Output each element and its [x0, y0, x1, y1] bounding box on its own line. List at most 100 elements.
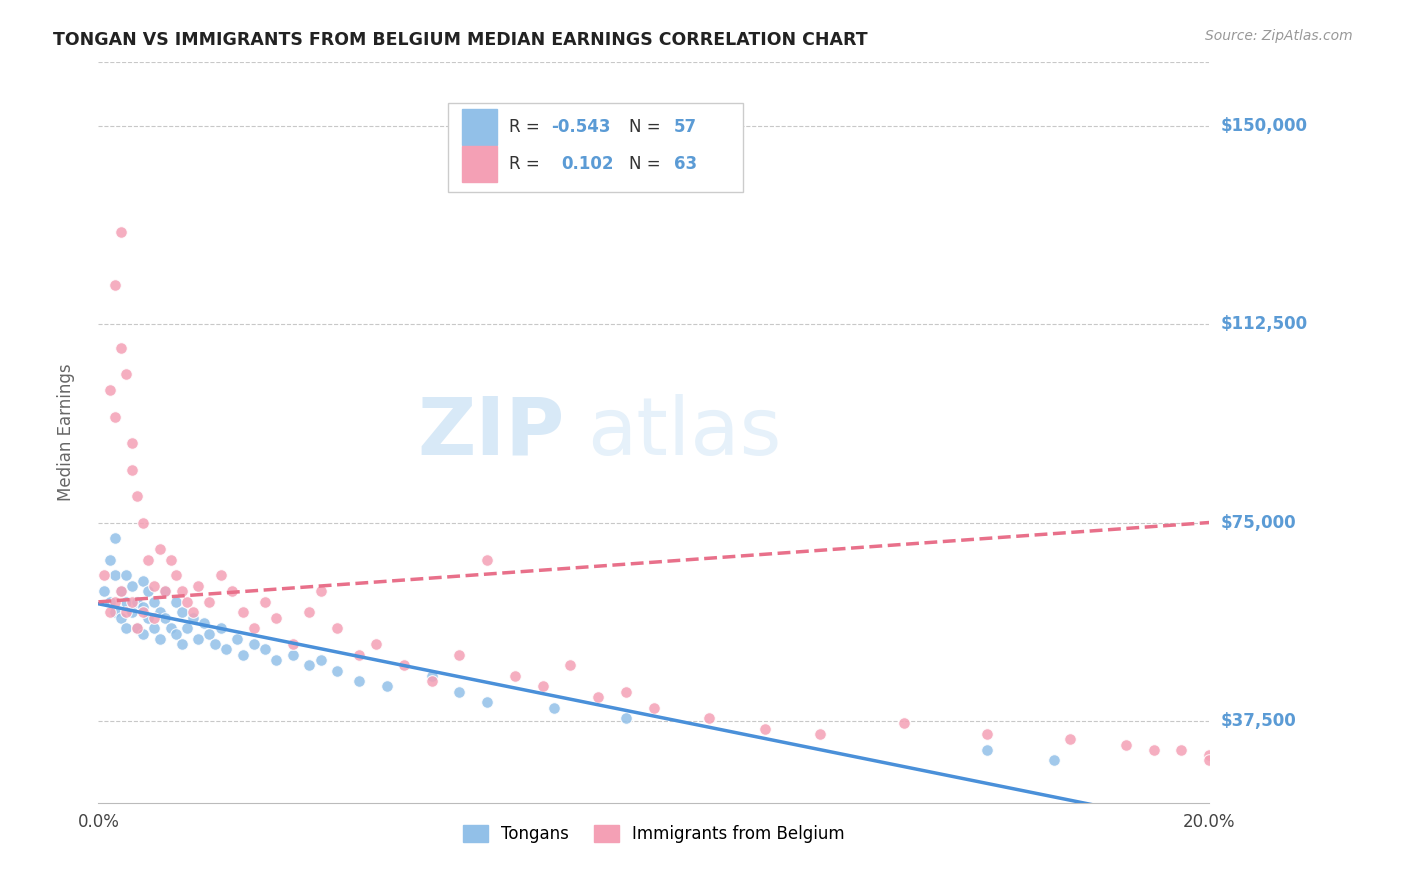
Point [153, 584, 176, 599]
Point [543, 700, 565, 714]
Bar [461, 109, 498, 145]
Point [127, 489, 149, 503]
Point [138, 552, 160, 566]
Point [264, 611, 287, 625]
Point [366, 637, 388, 651]
Point [193, 615, 215, 630]
Point [121, 606, 143, 620]
Point [115, 568, 138, 582]
Point [349, 674, 371, 689]
Point [560, 658, 582, 673]
Point [148, 541, 170, 556]
Point [281, 648, 304, 662]
Point [232, 606, 254, 620]
Point [104, 595, 127, 609]
Point [1198, 748, 1220, 763]
Point [614, 685, 637, 699]
Point [326, 664, 349, 678]
Text: $112,500: $112,500 [1220, 315, 1308, 334]
Point [121, 579, 143, 593]
Point [209, 621, 232, 635]
Point [165, 626, 187, 640]
Point [132, 600, 155, 615]
Point [143, 611, 166, 625]
Point [148, 606, 170, 620]
Point [127, 595, 149, 609]
Point [115, 595, 138, 609]
Point [243, 637, 266, 651]
Point [264, 653, 287, 667]
Point [475, 552, 499, 566]
Text: R =: R = [509, 118, 546, 136]
Point [643, 700, 665, 714]
Point [148, 632, 170, 646]
Point [1115, 738, 1137, 752]
Point [326, 621, 349, 635]
Text: atlas: atlas [588, 393, 782, 472]
Text: N =: N = [630, 155, 666, 173]
Point [98, 552, 121, 566]
Point [104, 532, 127, 546]
Point [1042, 754, 1064, 768]
Point [132, 574, 155, 588]
Point [121, 462, 143, 476]
Point [298, 658, 321, 673]
Point [181, 606, 204, 620]
Text: N =: N = [630, 118, 666, 136]
Text: ZIP: ZIP [418, 393, 565, 472]
Point [754, 722, 776, 736]
Point [1143, 743, 1166, 757]
Point [110, 611, 132, 625]
Point [215, 642, 238, 657]
Text: $75,000: $75,000 [1220, 514, 1296, 532]
Point [1170, 743, 1192, 757]
Y-axis label: Median Earnings: Median Earnings [56, 364, 75, 501]
Text: $150,000: $150,000 [1220, 117, 1308, 135]
Text: 63: 63 [673, 155, 697, 173]
Point [176, 621, 198, 635]
Point [226, 632, 249, 646]
Point [115, 621, 138, 635]
Point [159, 552, 181, 566]
Point [110, 225, 132, 239]
Point [138, 584, 160, 599]
Point [309, 584, 332, 599]
Point [143, 621, 166, 635]
Point [121, 595, 143, 609]
Point [588, 690, 610, 704]
FancyBboxPatch shape [449, 103, 742, 192]
Point [614, 711, 637, 725]
Point [309, 653, 332, 667]
Point [232, 648, 254, 662]
Point [104, 409, 127, 424]
Point [253, 595, 276, 609]
Point [104, 277, 127, 292]
Point [159, 621, 181, 635]
Text: Source: ZipAtlas.com: Source: ZipAtlas.com [1205, 29, 1353, 43]
Point [176, 595, 198, 609]
Point [298, 606, 321, 620]
Point [198, 626, 221, 640]
Point [127, 621, 149, 635]
Text: TONGAN VS IMMIGRANTS FROM BELGIUM MEDIAN EARNINGS CORRELATION CHART: TONGAN VS IMMIGRANTS FROM BELGIUM MEDIAN… [53, 31, 868, 49]
Point [98, 384, 121, 398]
Point [243, 621, 266, 635]
Point [699, 711, 721, 725]
Point [98, 606, 121, 620]
Point [976, 743, 998, 757]
Point [420, 674, 443, 689]
Point [1059, 732, 1081, 747]
Text: 0.102: 0.102 [561, 155, 614, 173]
Point [187, 632, 209, 646]
Point [165, 595, 187, 609]
Point [449, 685, 471, 699]
Point [204, 637, 226, 651]
Point [281, 637, 304, 651]
Point [198, 595, 221, 609]
Text: R =: R = [509, 155, 546, 173]
Point [209, 568, 232, 582]
Point [187, 579, 209, 593]
Point [153, 611, 176, 625]
Text: $37,500: $37,500 [1220, 712, 1296, 730]
Point [115, 368, 138, 382]
